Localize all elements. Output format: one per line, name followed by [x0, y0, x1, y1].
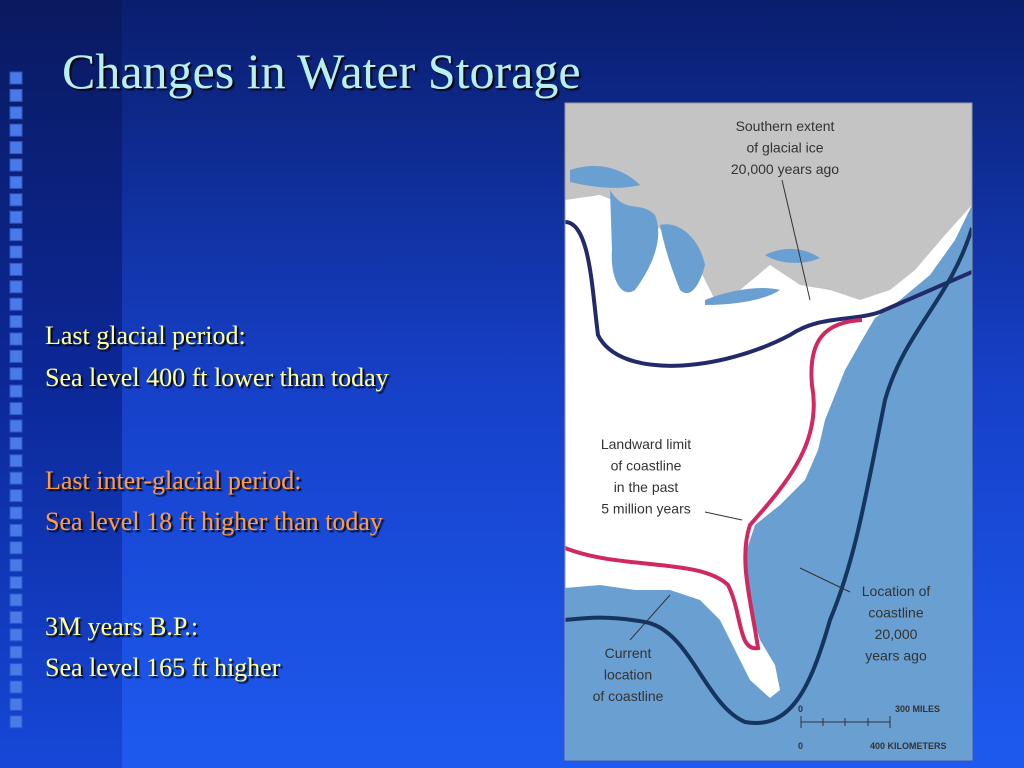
square — [9, 141, 23, 155]
past-coastline — [565, 227, 972, 725]
points: Last glacial period: Sea level 400 ft lo… — [45, 321, 389, 682]
map-labels: Southern extent of glacial ice 20,000 year… — [593, 118, 931, 704]
scale-label: 400 KILOMETERS — [870, 741, 947, 751]
square — [9, 680, 23, 694]
square — [9, 245, 23, 259]
scale-label: 0 — [798, 704, 803, 714]
square — [9, 541, 23, 555]
lake — [610, 190, 659, 293]
lake — [705, 288, 780, 305]
square — [9, 715, 23, 729]
point-detail: Sea level 165 ft higher — [45, 653, 281, 682]
glaciated-area — [565, 103, 972, 300]
square — [9, 558, 23, 572]
point-heading: Last inter-glacial period: — [45, 466, 301, 495]
lake — [660, 224, 705, 294]
landward-limit-line — [565, 318, 863, 651]
square — [9, 71, 23, 85]
point-heading: 3M years B.P.: — [45, 612, 198, 641]
map-label: location — [604, 667, 652, 683]
square — [9, 576, 23, 590]
square — [9, 158, 23, 172]
square — [9, 315, 23, 329]
slide-title: Changes in Water Storage — [62, 43, 581, 99]
square — [9, 506, 23, 520]
map-label: Current — [605, 645, 652, 661]
square — [9, 454, 23, 468]
square — [9, 523, 23, 537]
map-label: Location of — [862, 583, 931, 599]
leader-line — [799, 567, 851, 593]
square — [9, 175, 23, 189]
square — [9, 663, 23, 677]
square — [9, 210, 23, 224]
map-label: Landward limit — [601, 436, 691, 452]
square — [9, 471, 23, 485]
square — [9, 193, 23, 207]
map-label: years ago — [865, 648, 927, 664]
map-label: Southern extent — [736, 118, 835, 134]
point-heading: Last glacial period: — [45, 321, 246, 350]
square — [9, 610, 23, 624]
lake — [570, 165, 640, 188]
square — [9, 489, 23, 503]
map-frame — [564, 102, 973, 761]
map-label: in the past — [614, 479, 679, 495]
ocean — [565, 205, 972, 760]
scale-label: 300 MILES — [895, 704, 940, 714]
square — [9, 384, 23, 398]
map-label: coastline — [868, 605, 923, 621]
square — [9, 419, 23, 433]
map-label: of coastline — [593, 688, 664, 704]
point-detail: Sea level 18 ft higher than today — [45, 507, 383, 536]
map-label: 20,000 — [875, 626, 918, 642]
scale-bar — [800, 716, 891, 728]
map-label: of glacial ice — [746, 140, 823, 156]
square — [9, 106, 23, 120]
square — [9, 697, 23, 711]
square — [9, 123, 23, 137]
glacial-extent-line — [565, 220, 972, 368]
map-label: of coastline — [611, 458, 682, 474]
map: Southern extent of glacial ice 20,000 year… — [564, 102, 973, 761]
square — [9, 628, 23, 642]
square — [9, 88, 23, 102]
square — [9, 402, 23, 416]
square — [9, 367, 23, 381]
leader-line — [704, 511, 743, 521]
square — [9, 262, 23, 276]
square — [9, 645, 23, 659]
square — [9, 593, 23, 607]
square — [9, 436, 23, 450]
square — [9, 349, 23, 363]
square — [9, 228, 23, 242]
leader-line — [629, 594, 671, 641]
lake — [765, 248, 820, 263]
square — [9, 280, 23, 294]
point-detail: Sea level 400 ft lower than today — [45, 363, 389, 392]
square-column — [9, 71, 23, 729]
scale-label: 0 — [798, 741, 803, 751]
square — [9, 332, 23, 346]
map-label: 20,000 years ago — [731, 161, 839, 177]
map-label: 5 million years — [601, 501, 690, 517]
square — [9, 297, 23, 311]
leader-line — [781, 179, 811, 301]
